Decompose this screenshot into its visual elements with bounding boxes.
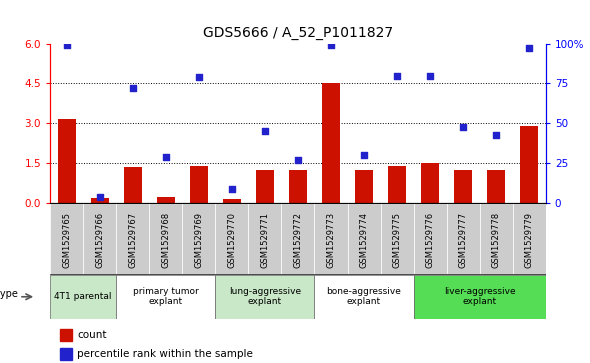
Bar bbox=[190, 166, 208, 203]
Bar bbox=[480, 203, 513, 274]
Text: GSM1529772: GSM1529772 bbox=[293, 212, 303, 268]
Bar bbox=[124, 167, 142, 203]
Bar bbox=[91, 198, 109, 203]
Point bbox=[458, 124, 468, 130]
Bar bbox=[182, 203, 215, 274]
Point bbox=[260, 129, 270, 134]
Bar bbox=[513, 203, 546, 274]
Text: GSM1529776: GSM1529776 bbox=[425, 212, 435, 268]
Point bbox=[392, 73, 402, 78]
Bar bbox=[256, 170, 274, 203]
Bar bbox=[50, 275, 116, 319]
Text: bone-aggressive
explant: bone-aggressive explant bbox=[327, 287, 401, 306]
Bar bbox=[314, 203, 348, 274]
Text: GSM1529771: GSM1529771 bbox=[260, 212, 270, 268]
Text: count: count bbox=[77, 330, 107, 340]
Point bbox=[525, 45, 534, 51]
Bar bbox=[60, 329, 73, 341]
Text: 4T1 parental: 4T1 parental bbox=[54, 292, 112, 301]
Bar bbox=[289, 170, 307, 203]
Bar bbox=[388, 166, 406, 203]
Bar bbox=[215, 203, 248, 274]
Bar bbox=[454, 170, 472, 203]
Bar bbox=[414, 203, 447, 274]
Text: GSM1529774: GSM1529774 bbox=[359, 212, 369, 268]
Text: GSM1529779: GSM1529779 bbox=[525, 212, 534, 268]
Point bbox=[326, 42, 336, 48]
Text: GSM1529765: GSM1529765 bbox=[62, 212, 71, 268]
Text: GSM1529777: GSM1529777 bbox=[458, 212, 468, 268]
Point bbox=[128, 85, 137, 91]
Bar bbox=[223, 199, 241, 203]
Bar bbox=[58, 119, 76, 203]
Bar bbox=[414, 275, 546, 319]
Bar bbox=[281, 203, 314, 274]
Bar bbox=[116, 275, 215, 319]
Text: GSM1529769: GSM1529769 bbox=[194, 212, 204, 268]
Bar bbox=[116, 203, 149, 274]
Text: percentile rank within the sample: percentile rank within the sample bbox=[77, 349, 253, 359]
Text: liver-aggressive
explant: liver-aggressive explant bbox=[444, 287, 516, 306]
Bar bbox=[215, 275, 314, 319]
Text: lung-aggressive
explant: lung-aggressive explant bbox=[229, 287, 301, 306]
Text: GSM1529773: GSM1529773 bbox=[326, 212, 336, 268]
Bar bbox=[60, 348, 73, 360]
Point bbox=[491, 132, 501, 138]
Text: GSM1529766: GSM1529766 bbox=[95, 212, 104, 268]
Bar bbox=[83, 203, 116, 274]
Bar bbox=[322, 83, 340, 203]
Text: GSM1529767: GSM1529767 bbox=[128, 212, 137, 268]
Bar bbox=[381, 203, 414, 274]
Bar bbox=[314, 275, 414, 319]
Text: GSM1529778: GSM1529778 bbox=[491, 212, 501, 268]
Bar bbox=[149, 203, 182, 274]
Point bbox=[194, 74, 204, 80]
Bar bbox=[520, 126, 538, 203]
Text: cell type: cell type bbox=[0, 289, 18, 299]
Bar bbox=[157, 197, 175, 203]
Point bbox=[359, 152, 369, 158]
Bar bbox=[50, 203, 83, 274]
Bar bbox=[447, 203, 480, 274]
Point bbox=[425, 73, 435, 78]
Point bbox=[95, 194, 104, 200]
Point bbox=[293, 157, 303, 163]
Text: GSM1529768: GSM1529768 bbox=[161, 212, 171, 268]
Text: primary tumor
explant: primary tumor explant bbox=[133, 287, 199, 306]
Text: GSM1529770: GSM1529770 bbox=[227, 212, 237, 268]
Point bbox=[161, 154, 171, 160]
Text: GSM1529775: GSM1529775 bbox=[392, 212, 402, 268]
Point bbox=[62, 42, 71, 48]
Bar bbox=[421, 163, 439, 203]
Bar bbox=[348, 203, 381, 274]
Bar bbox=[248, 203, 281, 274]
Title: GDS5666 / A_52_P1011827: GDS5666 / A_52_P1011827 bbox=[203, 26, 393, 40]
Point bbox=[227, 186, 237, 192]
Bar bbox=[487, 170, 505, 203]
Bar bbox=[355, 170, 373, 203]
